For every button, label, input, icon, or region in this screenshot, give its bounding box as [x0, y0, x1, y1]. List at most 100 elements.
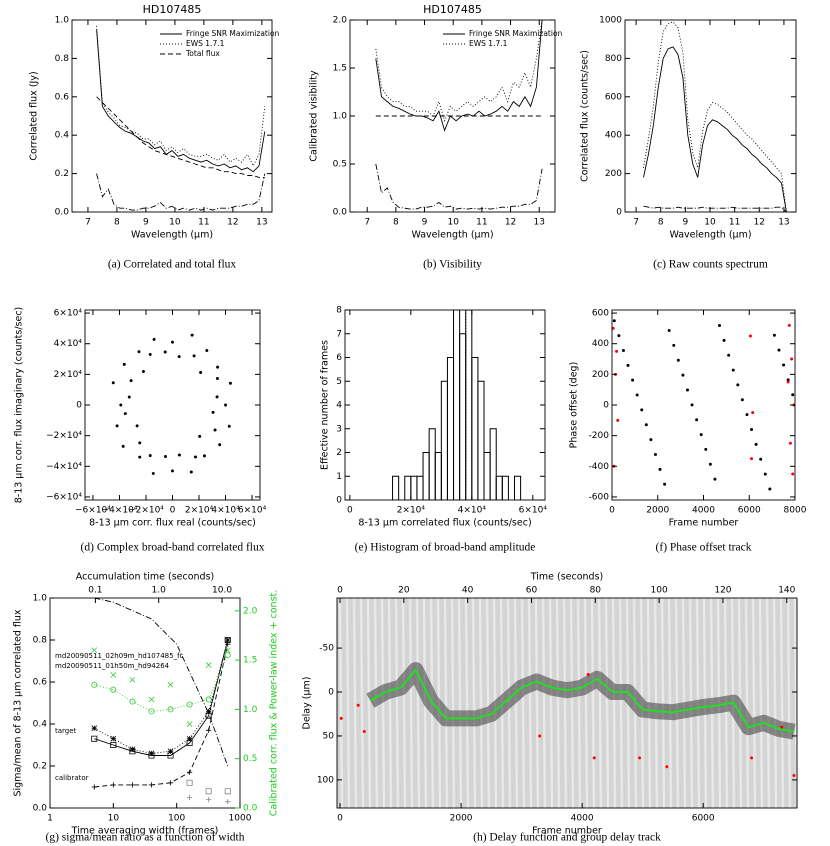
x-tick-label: 11 [198, 218, 209, 228]
x-tick-label: 4000 [692, 506, 715, 516]
background-texture [380, 597, 386, 809]
y-tick-label: −4×10⁴ [46, 462, 82, 472]
data-point [205, 788, 212, 795]
x-tick-label: −4×10⁴ [102, 506, 138, 516]
background-texture [604, 597, 610, 809]
data-point [339, 716, 343, 720]
histogram-bar [483, 452, 491, 500]
plot-area [111, 333, 232, 475]
data-point [211, 410, 215, 414]
background-texture [520, 597, 526, 809]
x2-tick-label: 0 [337, 586, 343, 596]
data-point [215, 376, 219, 380]
y-tick-label: 0 [336, 496, 342, 506]
data-point [777, 348, 781, 352]
data-point [163, 350, 167, 354]
data-point [206, 727, 212, 733]
x2-tick-label: 0.1 [88, 586, 102, 596]
background-texture [744, 597, 750, 809]
data-point [224, 652, 231, 659]
data-point [186, 735, 193, 742]
data-point [644, 423, 648, 427]
data-point [193, 455, 197, 459]
y-tick-label: 600 [592, 309, 609, 319]
data-line [375, 20, 543, 132]
data-point [788, 441, 792, 445]
y2-tick-label: 2.0 [243, 606, 258, 616]
x2-axis-label: Accumulation time (seconds) [76, 572, 214, 583]
data-point [740, 398, 744, 402]
y-axis-label: Sigma/mean of 8-13 µm correlated flux [13, 609, 24, 796]
data-point [786, 378, 790, 382]
x-tick-label: 12 [227, 218, 238, 228]
data-point [792, 773, 796, 777]
data-point [205, 348, 209, 352]
data-point [626, 363, 630, 367]
data-point [192, 354, 196, 358]
x-tick-label: 1 [47, 814, 53, 824]
data-point [621, 348, 625, 352]
histogram-bar [440, 380, 448, 500]
background-texture [387, 597, 393, 809]
data-point [768, 487, 772, 491]
x-tick-label: 2×10⁴ [185, 506, 214, 516]
caption: (h) Delay function and group delay track [473, 832, 661, 844]
x2-tick-label: 60 [526, 586, 538, 596]
data-point [750, 428, 754, 432]
data-point [177, 453, 181, 457]
data-point [138, 441, 142, 445]
data-point [676, 358, 680, 362]
x-tick-label: 12 [505, 218, 516, 228]
data-point [171, 340, 175, 344]
data-point [722, 338, 726, 342]
data-point [205, 708, 212, 715]
data-point [227, 424, 231, 428]
data-point [129, 379, 133, 383]
x-tick-label: 9 [143, 218, 149, 228]
plot-area [612, 319, 795, 491]
x-tick-label: 1000 [229, 814, 252, 824]
data-point [171, 469, 175, 473]
data-line [94, 639, 229, 756]
data-line [369, 668, 795, 733]
data-point [224, 637, 231, 643]
x-tick-label: 13 [256, 218, 267, 228]
data-point [745, 413, 749, 417]
caption: (e) Histogram of broad-band amplitude [355, 542, 536, 554]
data-point [228, 381, 232, 385]
y-tick-label: −2×10⁴ [46, 431, 82, 441]
data-point [110, 672, 117, 678]
background-texture [338, 597, 344, 809]
data-point [799, 779, 801, 781]
y2-tick-label: 0.0 [243, 804, 258, 814]
data-point [167, 780, 174, 786]
data-point [225, 641, 231, 647]
data-point [91, 784, 97, 790]
y-tick-label: 0.8 [55, 54, 70, 64]
x-tick-label: 0 [609, 506, 615, 516]
data-point [690, 403, 694, 407]
data-point [167, 681, 174, 688]
x-tick-label: 4×10⁴ [211, 506, 240, 516]
data-point [186, 721, 193, 728]
data-point [148, 750, 155, 757]
annotation: md20090511_01h50m_hd94264 [55, 662, 170, 670]
y-tick-label: 1 [336, 472, 342, 482]
data-point [759, 457, 763, 461]
background-texture [660, 597, 666, 809]
x-tick-label: 8 [658, 218, 664, 228]
y2-tick-label: 1.0 [243, 705, 258, 715]
data-point [141, 369, 145, 373]
data-point [205, 696, 212, 703]
data-point [538, 734, 542, 738]
y-tick-label: 1.0 [333, 112, 348, 122]
y-tick-label: 0.8 [33, 636, 48, 646]
y-tick-label: 0 [603, 401, 609, 411]
data-point [123, 412, 127, 416]
data-point [763, 472, 767, 476]
background-texture [464, 597, 470, 809]
y-tick-label: 7 [336, 329, 342, 339]
x-tick-label: 4×10⁴ [458, 506, 487, 516]
x-tick-label: 10 [704, 218, 716, 228]
annotation: md20090511_02h09m_hd107485_fc [55, 652, 184, 660]
